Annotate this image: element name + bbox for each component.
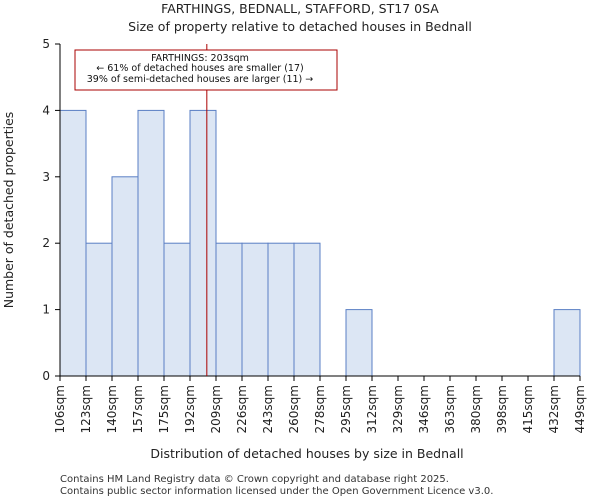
bar-123sqm (85, 242, 113, 377)
bar-260sqm (293, 242, 321, 377)
footer-line-2: Contains public sector information licen… (60, 486, 493, 497)
chart-title: FARTHINGS, BEDNALL, STAFFORD, ST17 0SA (161, 1, 439, 16)
y-ticks: 0 1 2 3 4 5 (42, 37, 60, 383)
y-tick-label-1: 1 (42, 303, 50, 317)
bar-432sqm (553, 309, 581, 377)
x-tick-label-278sqm: 278sqm (313, 385, 327, 433)
y-tick-label-5: 5 (42, 37, 50, 51)
x-tick-label-106sqm: 106sqm (53, 385, 67, 433)
x-ticks: 106sqm 123sqm 140sqm 157sqm 175sqm 192sqm 209s… (53, 376, 587, 433)
bar-209sqm (215, 242, 243, 377)
x-tick-label-449sqm: 449sqm (573, 385, 587, 433)
bar-192sqm (189, 109, 217, 377)
x-tick-label-140sqm: 140sqm (105, 385, 119, 433)
bars-group (59, 109, 581, 377)
annotation-box (74, 49, 338, 91)
x-tick-label-226sqm: 226sqm (235, 385, 249, 433)
x-tick-label-432sqm: 432sqm (547, 385, 561, 433)
property-annotation: FARTHINGS: 203sqm ← 61% of detached hous… (74, 49, 338, 91)
x-tick-label-398sqm: 398sqm (495, 385, 509, 433)
x-tick-label-123sqm: 123sqm (79, 385, 93, 433)
x-tick-label-346sqm: 346sqm (417, 385, 431, 433)
x-tick-label-260sqm: 260sqm (287, 385, 301, 433)
x-tick-label-243sqm: 243sqm (261, 385, 275, 433)
annotation-line-title: FARTHINGS: 203sqm (151, 53, 249, 64)
bar-243sqm (267, 242, 295, 377)
x-tick-label-157sqm: 157sqm (131, 385, 145, 433)
bar-175sqm (163, 242, 191, 377)
x-tick-label-295sqm: 295sqm (339, 385, 353, 433)
footer-line-1: Contains HM Land Registry data © Crown c… (60, 474, 449, 485)
annotation-line-larger: 39% of semi-detached houses are larger (… (87, 74, 314, 85)
bar-140sqm (111, 176, 139, 377)
x-axis-label: Distribution of detached houses by size … (150, 446, 463, 461)
y-tick-label-2: 2 (42, 236, 50, 250)
bar-157sqm (137, 109, 165, 377)
y-axis-label: Number of detached properties (1, 112, 16, 309)
y-tick-label-4: 4 (42, 103, 50, 117)
bar-295sqm (345, 309, 373, 377)
annotation-line-smaller: ← 61% of detached houses are smaller (17… (96, 63, 303, 74)
bar-226sqm (241, 242, 269, 377)
x-tick-label-175sqm: 175sqm (157, 385, 171, 433)
chart-subtitle: Size of property relative to detached ho… (128, 19, 472, 34)
y-tick-label-0: 0 (42, 369, 50, 383)
x-tick-label-329sqm: 329sqm (391, 385, 405, 433)
x-tick-label-209sqm: 209sqm (209, 385, 223, 433)
x-tick-label-363sqm: 363sqm (443, 385, 457, 433)
x-tick-label-192sqm: 192sqm (183, 385, 197, 433)
x-tick-label-312sqm: 312sqm (365, 385, 379, 433)
bar-106sqm (59, 109, 87, 377)
y-tick-label-3: 3 (42, 170, 50, 184)
x-tick-label-380sqm: 380sqm (469, 385, 483, 433)
x-tick-label-415sqm: 415sqm (521, 385, 535, 433)
